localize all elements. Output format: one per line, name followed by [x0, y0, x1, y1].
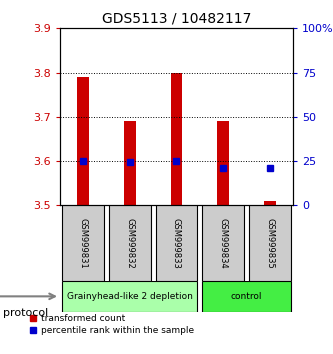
FancyBboxPatch shape: [62, 281, 197, 312]
Bar: [217, 121, 229, 205]
Text: GSM999831: GSM999831: [79, 218, 88, 269]
FancyBboxPatch shape: [202, 281, 291, 312]
Text: control: control: [231, 292, 262, 301]
Legend: transformed count, percentile rank within the sample: transformed count, percentile rank withi…: [30, 314, 194, 335]
FancyBboxPatch shape: [62, 205, 104, 281]
Text: protocol: protocol: [3, 308, 49, 318]
FancyBboxPatch shape: [249, 205, 291, 281]
Text: GSM999835: GSM999835: [265, 218, 274, 269]
FancyBboxPatch shape: [202, 205, 244, 281]
Text: Grainyhead-like 2 depletion: Grainyhead-like 2 depletion: [67, 292, 193, 301]
Title: GDS5113 / 10482117: GDS5113 / 10482117: [102, 12, 251, 26]
Text: GSM999833: GSM999833: [172, 218, 181, 269]
Text: GSM999834: GSM999834: [218, 218, 228, 269]
FancyBboxPatch shape: [109, 205, 151, 281]
Bar: [124, 121, 136, 205]
Bar: [77, 77, 89, 205]
Bar: [264, 201, 276, 205]
Text: GSM999832: GSM999832: [125, 218, 135, 269]
Bar: [170, 73, 182, 205]
FancyBboxPatch shape: [156, 205, 197, 281]
